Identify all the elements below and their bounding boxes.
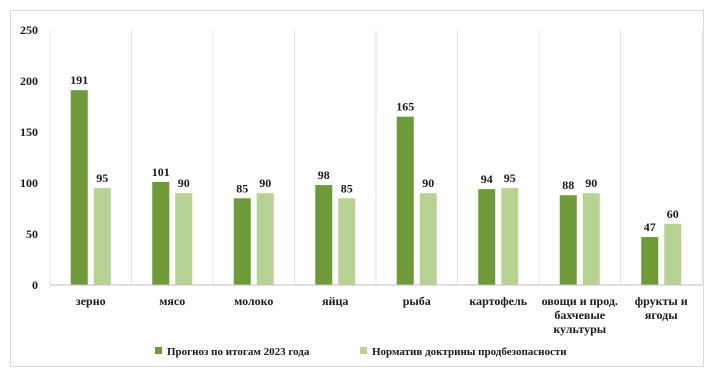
bar-norm — [93, 188, 111, 285]
x-tick-label: фрукты и ягоды — [635, 294, 688, 322]
data-label: 60 — [667, 207, 679, 221]
y-axis: 0 50 100 150 200 250 — [20, 23, 38, 292]
bar-norm — [664, 223, 682, 285]
bar-forecast — [478, 189, 496, 285]
bar-forecast — [396, 116, 414, 285]
bars — [70, 90, 682, 286]
x-tick-label: молоко — [234, 294, 273, 308]
bar-norm — [256, 193, 274, 285]
bar-forecast — [559, 195, 577, 285]
y-tick-label: 150 — [20, 125, 38, 139]
legend-label: Прогноз по итогам 2023 года — [167, 346, 310, 358]
bar-forecast — [641, 237, 659, 285]
bar-norm — [501, 188, 519, 285]
bar-norm — [582, 193, 600, 285]
bar-forecast — [70, 90, 88, 286]
data-label: 85 — [341, 181, 353, 195]
y-tick-label: 100 — [20, 176, 38, 190]
bar-forecast — [152, 181, 170, 285]
grid-lines — [49, 30, 703, 285]
legend: Прогноз по итогам 2023 года Норматив докт… — [155, 346, 567, 358]
data-label: 47 — [644, 220, 656, 234]
legend-swatch — [155, 347, 162, 354]
data-label: 95 — [504, 171, 516, 185]
data-label: 90 — [178, 176, 190, 190]
data-label: 90 — [585, 176, 597, 190]
data-label: 88 — [562, 178, 574, 192]
data-label: 165 — [396, 100, 414, 114]
x-tick-label: зерно — [76, 294, 106, 308]
data-label: 90 — [259, 176, 271, 190]
legend-swatch — [360, 347, 367, 354]
x-tick-label: мясо — [159, 294, 185, 308]
bar-norm — [175, 193, 193, 285]
data-label: 101 — [152, 165, 170, 179]
bar-norm — [338, 198, 356, 285]
y-tick-label: 0 — [32, 278, 38, 292]
legend-label: Норматив доктрины продбезопасности — [372, 346, 567, 358]
chart-frame — [10, 10, 704, 367]
data-label: 85 — [236, 181, 248, 195]
bar-forecast — [233, 198, 251, 285]
x-tick-label: картофель — [469, 294, 527, 308]
x-axis: зерно мясо молоко яйца рыба картофель овощи и … — [50, 284, 702, 336]
data-labels: 191 95 101 90 85 90 98 85 165 90 94 95 88 90 47 60 — [70, 73, 679, 234]
y-tick-label: 50 — [26, 227, 38, 241]
data-label: 95 — [96, 171, 108, 185]
bar-forecast — [315, 185, 333, 285]
x-tick-label: рыба — [403, 294, 431, 308]
x-tick-label: овощи и прод. бахчевые культуры — [542, 294, 618, 336]
y-tick-label: 200 — [20, 74, 38, 88]
data-label: 90 — [422, 176, 434, 190]
data-label: 191 — [70, 73, 88, 87]
bar-norm — [419, 193, 437, 285]
x-tick-label: яйца — [322, 294, 348, 308]
data-label: 98 — [318, 168, 330, 182]
data-label: 94 — [481, 172, 493, 186]
y-tick-label: 250 — [20, 23, 38, 37]
